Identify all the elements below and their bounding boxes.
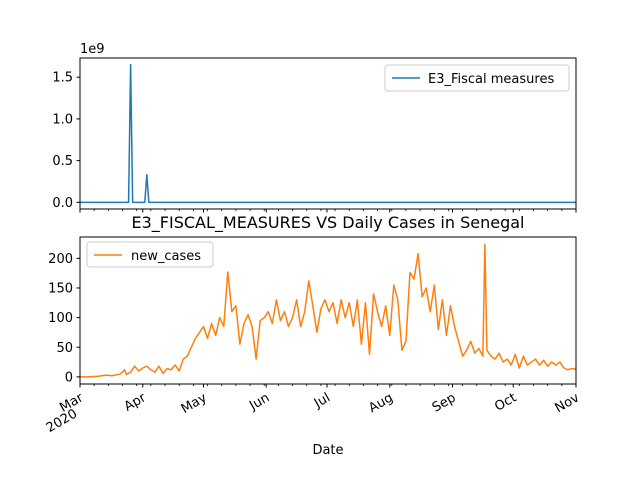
- top-y-tick-label: 1.0: [52, 112, 73, 127]
- top-y-tick-label: 1.5: [52, 71, 73, 86]
- bottom-y-tick-label: 0: [65, 370, 73, 385]
- bottom-series-line-0: [80, 243, 577, 378]
- bottom-axes-frame: [79, 236, 577, 385]
- top-legend-box: [384, 64, 570, 92]
- bottom-y-tick-label: 100: [48, 311, 73, 326]
- top-y-tick-label: 0.5: [52, 154, 73, 169]
- bottom-series-lines: [80, 243, 577, 378]
- x-axis-title: Date: [312, 443, 343, 458]
- top-axes-frame: [79, 57, 577, 210]
- top-subplot: 1e9 0.0 0.5 1.0 1.5 E3_Fiscal measures: [52, 42, 577, 213]
- top-series-line-0: [80, 63, 576, 204]
- bottom-legend-box: [86, 241, 214, 268]
- top-axis-ticks: 0.0 0.5 1.0 1.5: [52, 71, 577, 213]
- top-series-lines: [80, 63, 576, 204]
- top-offset-label: 1e9: [80, 42, 105, 57]
- top-legend: E3_Fiscal measures: [384, 64, 570, 92]
- bottom-legend: new_cases: [86, 241, 214, 268]
- x-tick-label: Jul: [311, 390, 333, 411]
- top-y-tick-label: 0.0: [52, 196, 73, 211]
- bottom-y-tick-label: 200: [48, 252, 73, 267]
- chart-title: E3_FISCAL_MEASURES VS Daily Cases in Sen…: [132, 213, 525, 233]
- bottom-y-tick-label: 50: [56, 341, 73, 356]
- top-legend-label: E3_Fiscal measures: [428, 72, 554, 87]
- bottom-legend-label: new_cases: [131, 249, 201, 264]
- bottom-y-tick-label: 150: [48, 281, 73, 296]
